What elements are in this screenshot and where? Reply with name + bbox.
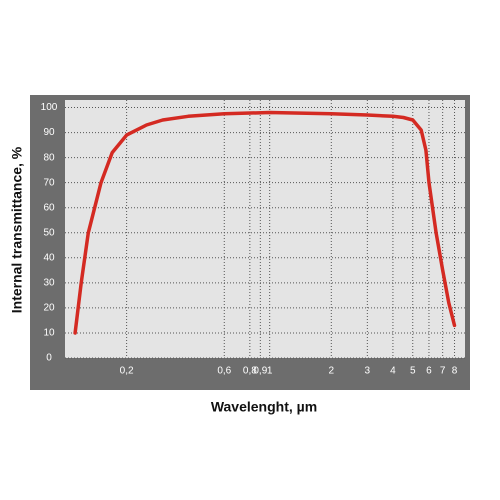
y-tick-label: 40 [43, 252, 55, 263]
y-axis-title: Internal transmittance, % [9, 146, 25, 313]
x-tick-label: 7 [440, 366, 446, 377]
x-tick-label: 3 [365, 366, 371, 377]
y-tick-label: 60 [43, 202, 55, 213]
x-tick-label: 1 [267, 366, 273, 377]
x-tick-label: 2 [329, 366, 335, 377]
x-tick-label: 4 [390, 366, 396, 377]
y-tick-label: 70 [43, 177, 55, 188]
x-tick-label: 0,9 [253, 366, 267, 377]
y-tick-label: 80 [43, 152, 55, 163]
y-tick-label: 20 [43, 303, 55, 314]
x-tick-label: 0,8 [243, 366, 257, 377]
x-tick-label: 5 [410, 366, 416, 377]
x-tick-label: 0,6 [217, 366, 231, 377]
y-tick-label: 30 [43, 277, 55, 288]
data-line [73, 110, 457, 335]
y-tick-label: 50 [43, 227, 55, 238]
x-tick-label: 8 [452, 366, 458, 377]
y-tick-label: 90 [43, 127, 55, 138]
plot-area [65, 100, 465, 358]
y-tick-label: 10 [43, 328, 55, 339]
x-axis-title: Wavelenght, µm [211, 399, 317, 415]
y-tick-label: 0 [46, 353, 52, 364]
x-tick-label: 0,2 [120, 366, 134, 377]
y-tick-label: 100 [41, 102, 58, 113]
x-tick-label: 6 [426, 366, 432, 377]
